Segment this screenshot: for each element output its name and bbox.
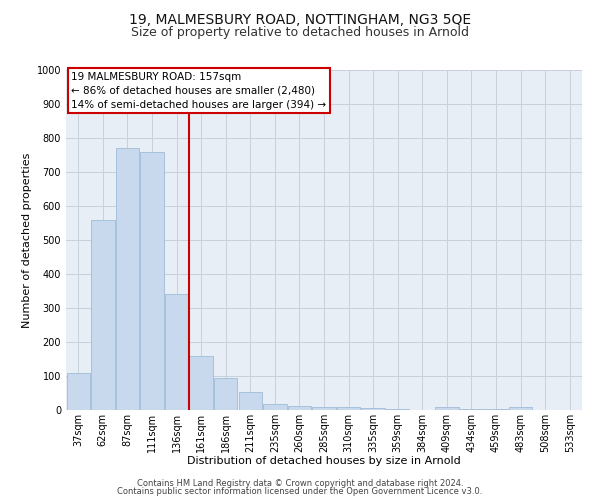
Bar	[484, 409, 508, 410]
Bar	[140, 152, 164, 410]
Text: Contains HM Land Registry data © Crown copyright and database right 2024.: Contains HM Land Registry data © Crown c…	[137, 478, 463, 488]
Bar	[386, 409, 409, 410]
Bar	[509, 408, 532, 410]
Bar	[214, 378, 238, 410]
Bar	[313, 408, 335, 410]
Bar	[288, 406, 311, 410]
Bar	[67, 372, 90, 410]
Bar	[116, 148, 139, 410]
Bar	[91, 220, 115, 410]
Bar	[460, 409, 483, 410]
Text: Size of property relative to detached houses in Arnold: Size of property relative to detached ho…	[131, 26, 469, 39]
Bar	[165, 294, 188, 410]
Text: Contains public sector information licensed under the Open Government Licence v3: Contains public sector information licen…	[118, 488, 482, 496]
Bar	[263, 404, 287, 410]
Y-axis label: Number of detached properties: Number of detached properties	[22, 152, 32, 328]
X-axis label: Distribution of detached houses by size in Arnold: Distribution of detached houses by size …	[187, 456, 461, 466]
Bar	[337, 408, 360, 410]
Bar	[239, 392, 262, 410]
Bar	[361, 408, 385, 410]
Bar	[190, 356, 213, 410]
Text: 19 MALMESBURY ROAD: 157sqm
← 86% of detached houses are smaller (2,480)
14% of s: 19 MALMESBURY ROAD: 157sqm ← 86% of deta…	[71, 72, 326, 110]
Text: 19, MALMESBURY ROAD, NOTTINGHAM, NG3 5QE: 19, MALMESBURY ROAD, NOTTINGHAM, NG3 5QE	[129, 12, 471, 26]
Bar	[435, 408, 458, 410]
